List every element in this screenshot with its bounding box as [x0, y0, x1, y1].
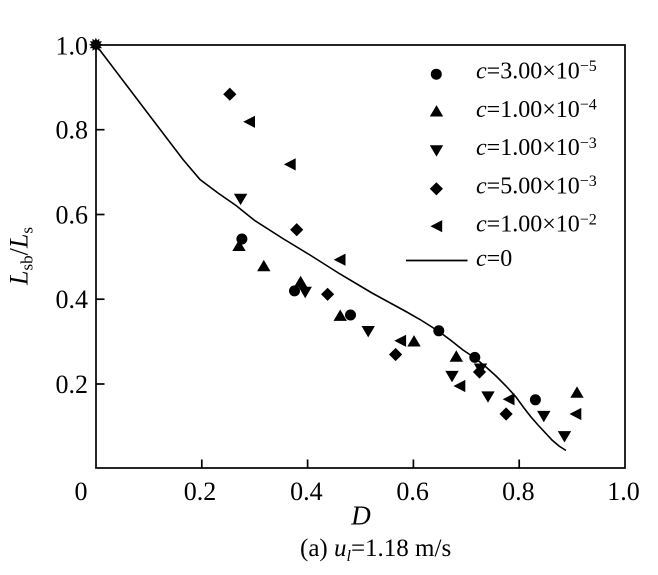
svg-text:D: D	[350, 501, 371, 531]
svg-text:0.4: 0.4	[56, 285, 89, 314]
svg-text:c=5.00×10−3: c=5.00×10−3	[476, 173, 597, 199]
svg-text:0: 0	[75, 477, 88, 506]
svg-text:c=1.00×10−3: c=1.00×10−3	[476, 135, 597, 161]
svg-text:0.8: 0.8	[502, 477, 535, 506]
svg-text:0.2: 0.2	[184, 477, 217, 506]
svg-text:0.8: 0.8	[56, 116, 89, 145]
svg-text:0.4: 0.4	[290, 477, 323, 506]
svg-text:c=0: c=0	[476, 246, 512, 272]
svg-text:c=1.00×10−4: c=1.00×10−4	[476, 97, 597, 123]
svg-text:c=3.00×10−5: c=3.00×10−5	[476, 58, 597, 84]
svg-text:0.6: 0.6	[56, 201, 89, 230]
svg-text:0.6: 0.6	[396, 477, 429, 506]
svg-text:(a) ul=1.18 m/s: (a) ul=1.18 m/s	[300, 535, 451, 565]
svg-text:Lsb/Ls: Lsb/Ls	[5, 227, 37, 286]
svg-text:0.2: 0.2	[56, 370, 89, 399]
svg-text:1.0: 1.0	[56, 32, 89, 61]
svg-text:1.0: 1.0	[607, 477, 640, 506]
svg-text:c=1.00×10−2: c=1.00×10−2	[476, 211, 597, 237]
